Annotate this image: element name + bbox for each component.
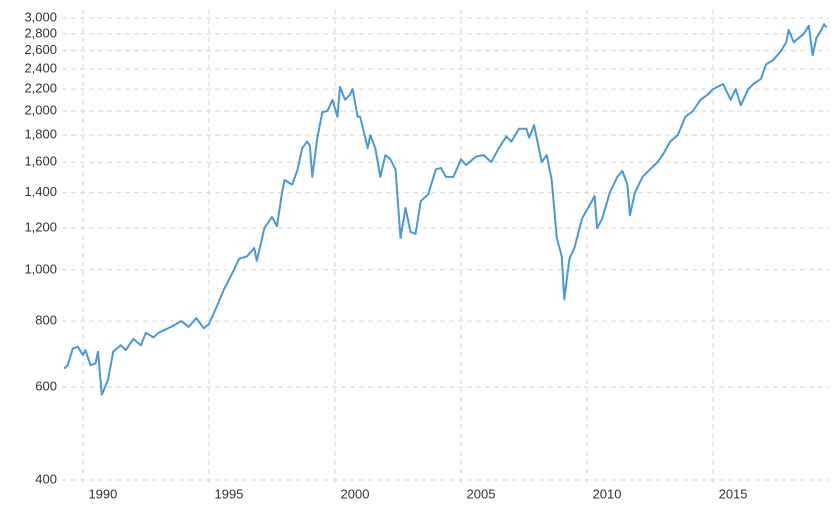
x-tick-label: 2010 xyxy=(593,486,622,501)
y-tick-label: 1,200 xyxy=(24,220,57,235)
y-tick-label: 2,600 xyxy=(24,42,57,57)
y-tick-label: 2,000 xyxy=(24,102,57,117)
y-tick-label: 1,400 xyxy=(24,184,57,199)
y-tick-label: 1,000 xyxy=(24,261,57,276)
x-tick-label: 2015 xyxy=(719,486,748,501)
y-tick-label: 1,800 xyxy=(24,127,57,142)
y-tick-label: 400 xyxy=(35,471,57,486)
y-tick-label: 1,600 xyxy=(24,154,57,169)
y-tick-label: 600 xyxy=(35,378,57,393)
x-tick-label: 1995 xyxy=(214,486,243,501)
y-tick-label: 2,400 xyxy=(24,61,57,76)
x-tick-label: 1990 xyxy=(88,486,117,501)
y-tick-label: 2,200 xyxy=(24,81,57,96)
line xyxy=(63,23,828,396)
y-tick-label: 800 xyxy=(35,313,57,328)
x-tick-label: 2000 xyxy=(341,486,370,501)
x-tick-label: 2005 xyxy=(467,486,496,501)
y-tick-label: 3,000 xyxy=(24,9,57,24)
y-tick-label: 2,800 xyxy=(24,25,57,40)
